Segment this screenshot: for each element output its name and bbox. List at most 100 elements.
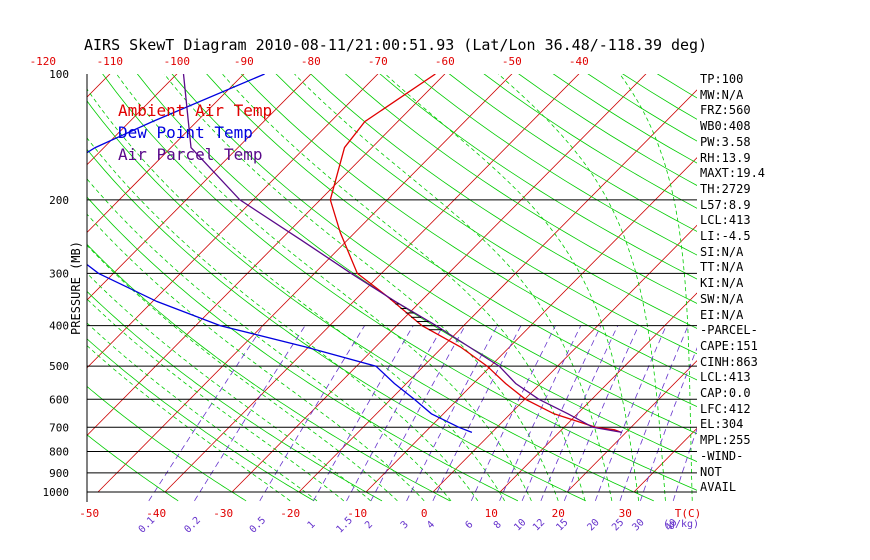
moist-adiabat-line [116, 74, 532, 502]
index-item: -PARCEL- [700, 323, 758, 338]
index-item: PW:3.58 [700, 134, 751, 149]
moist-adiabat-line [87, 137, 479, 502]
dry-adiabat-line [102, 74, 697, 491]
index-item: TH:2729 [700, 181, 751, 196]
mixing-ratio-tick-label: 30 [630, 517, 646, 533]
bottom-temp-tick-label: 30 [619, 507, 632, 520]
isotherm-line [768, 33, 870, 492]
mixing-ratio-line [521, 325, 602, 502]
mixing-ratio-tick-label: 12 [531, 517, 547, 533]
dry-adiabat-line [87, 148, 586, 502]
isotherm-line [231, 74, 647, 493]
dry-adiabat-line [87, 338, 315, 502]
mixing-ratio-line [346, 325, 444, 502]
mixing-ratio-line [595, 325, 667, 502]
mixing-ratio-unit-label: (g/kg) [663, 519, 699, 530]
dry-adiabat-line [171, 74, 697, 435]
mixing-ratio-tick-label: 3 [399, 519, 411, 531]
mixing-ratio-line [406, 325, 498, 502]
dry-adiabat-line [310, 74, 697, 329]
x-axis-label: T(C) [675, 507, 702, 520]
parcel-temp-line [182, 74, 623, 434]
index-item: AVAIL [700, 480, 737, 495]
mixing-ratio-line [640, 347, 697, 502]
bottom-temp-tick-labels: -50 -40 -30 -20 -10 0 10 20 30 T(C) [79, 507, 701, 520]
mixing-ratio-tick-label: 8 [492, 519, 504, 531]
pressure-tick-label: 600 [49, 393, 69, 406]
dry-adiabat-line [448, 74, 697, 232]
moist-adiabat-line [163, 74, 559, 502]
bottom-temp-tick-label: -40 [146, 507, 166, 520]
pressure-tick-label: 500 [49, 360, 69, 373]
top-temp-tick-label: -50 [502, 55, 522, 68]
isotherm-line [87, 74, 312, 301]
pressure-tick-label: 300 [49, 267, 69, 280]
index-item: EI:N/A [700, 307, 744, 322]
mixing-ratio-tick-label: 6 [464, 519, 476, 531]
moist-adiabat-line [619, 74, 693, 501]
mixing-ratio-tick-label: 1 [306, 519, 318, 531]
index-item: SW:N/A [700, 291, 744, 306]
mixing-ratio-line [432, 325, 522, 502]
dry-adiabat-line [552, 74, 697, 164]
dry-adiabat-line [87, 100, 654, 502]
moist-adiabat-line [498, 74, 666, 501]
index-item: LCL:413 [700, 370, 751, 385]
index-item: -WIND- [700, 448, 744, 463]
isotherm-line [87, 74, 379, 369]
index-item: MPL:255 [700, 433, 751, 448]
index-item: WB0:408 [700, 119, 751, 134]
pressure-tick-labels: 100 200 300 400 500 600 700 800 900 1000 [43, 68, 70, 499]
ambient-temp-line [329, 74, 622, 434]
mixing-ratio-tick-label: 10 [512, 517, 528, 533]
index-item: KI:N/A [700, 276, 744, 291]
index-item: TP:100 [700, 72, 744, 86]
top-temp-tick-label: -120 [30, 55, 57, 68]
top-temp-tick-label: -110 [97, 55, 124, 68]
isotherm-line [835, 33, 870, 492]
top-temp-tick-label: -70 [368, 55, 388, 68]
moist-adiabat-line [87, 88, 505, 502]
bottom-temp-tick-label: -30 [213, 507, 233, 520]
dry-adiabat-line [483, 74, 697, 209]
pressure-tick-label: 1000 [43, 486, 70, 499]
chart-grid [0, 33, 870, 502]
dry-adiabat-line [414, 74, 697, 256]
chart-series [87, 74, 623, 434]
isotherm-line [87, 74, 178, 166]
pressure-tick-label: 400 [49, 320, 69, 333]
moist-adiabat-line [294, 74, 613, 501]
index-item: MW:N/A [700, 87, 744, 102]
isotherm-line [87, 74, 446, 437]
dew-point-line [87, 74, 473, 434]
legend-parcel: Air Parcel Temp [118, 145, 263, 164]
bottom-temp-tick-label: -50 [79, 507, 99, 520]
index-item: SI:N/A [700, 244, 744, 259]
top-temp-tick-label: -80 [301, 55, 321, 68]
index-item: CAPE:151 [700, 338, 758, 353]
mixing-ratio-tick-label: 0.2 [182, 515, 203, 536]
isotherm-line [0, 33, 16, 492]
legend-ambient: Ambient Air Temp [118, 101, 273, 120]
index-item: RH:13.9 [700, 150, 751, 165]
moist-adiabat-line [87, 178, 452, 502]
dry-adiabat-line [87, 434, 179, 502]
chart-title: AIRS SkewT Diagram 2010-08-11/21:00:51.9… [84, 36, 708, 54]
dry-adiabat-line [87, 196, 519, 502]
index-item: EL:304 [700, 417, 744, 432]
pressure-tick-label: 200 [49, 194, 69, 207]
isotherm-line [97, 74, 513, 493]
dry-adiabat-line [344, 74, 697, 304]
mixing-ratio-line [540, 325, 619, 502]
isotherm-line [432, 224, 697, 493]
dry-adiabat-line [240, 74, 697, 381]
index-item: LI:-4.5 [700, 229, 751, 243]
isotherm-line [499, 292, 697, 493]
mixing-ratio-tick-label: 4 [425, 519, 437, 531]
isobar-lines [87, 199, 697, 493]
bottom-temp-tick-label: 0 [421, 507, 428, 520]
dry-adiabat-line [206, 74, 697, 407]
bottom-temp-tick-label: -10 [347, 507, 367, 520]
bottom-temp-tick-label: 20 [552, 507, 565, 520]
dry-adiabat-line [518, 74, 697, 186]
